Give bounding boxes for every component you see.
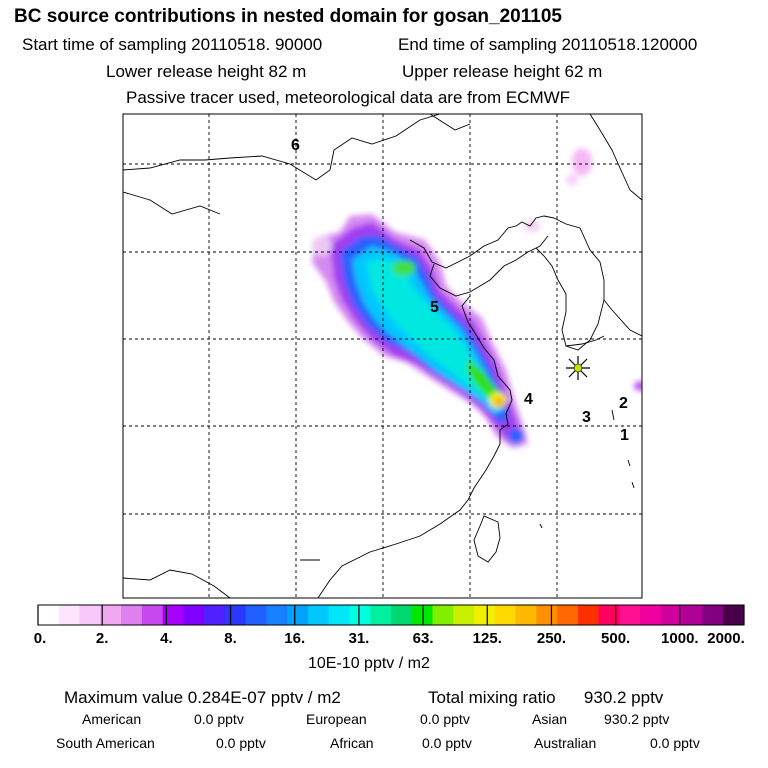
colorbar-swatch — [79, 605, 101, 625]
total-mixing-ratio-label: Total mixing ratio — [428, 688, 556, 707]
source-asian-name: Asian — [532, 711, 568, 727]
colorbar-swatch — [640, 605, 662, 625]
region-label-2: 2 — [619, 395, 628, 412]
plume-west-blob — [312, 236, 332, 256]
source-south-american-value: 0.0 pptv — [216, 735, 266, 751]
source-south-american-name: South American — [56, 735, 155, 751]
colorbar-tick-label: 8. — [224, 630, 237, 647]
plume-ne-blob2 — [566, 174, 578, 186]
colorbar-swatch — [577, 605, 600, 625]
start-time-label: Start time of sampling 20110518. 90000 — [22, 35, 323, 54]
colorbar-tick-label: 250. — [536, 630, 567, 647]
colorbar-tick-label: 1000. — [661, 630, 699, 647]
end-time-label: End time of sampling 20110518.120000 — [398, 35, 698, 54]
colorbar-swatch — [100, 605, 122, 625]
colorbar-swatch — [598, 605, 620, 625]
lower-release-height: Lower release height 82 m — [106, 62, 307, 81]
receptor-star-icon — [566, 356, 590, 380]
colorbar-swatch — [723, 605, 745, 625]
colorbar-swatch — [204, 605, 226, 625]
source-asian-value: 930.2 pptv — [604, 711, 670, 727]
region-label-4: 4 — [524, 391, 533, 408]
plume-ne-blob1 — [572, 148, 592, 176]
colorbar-swatch — [328, 605, 350, 625]
colorbar-swatch — [681, 605, 703, 625]
colorbar-swatch — [370, 605, 392, 625]
colorbar-swatch — [224, 605, 247, 625]
grid-lines — [123, 114, 642, 598]
colorbar — [37, 604, 745, 626]
colorbar-tick-label: 500. — [601, 630, 631, 647]
colorbar-swatch — [245, 605, 267, 625]
colorbar-swatch — [702, 605, 724, 625]
total-mixing-ratio-value: 930.2 pptv — [583, 688, 664, 707]
source-african-value: 0.0 pptv — [422, 735, 472, 751]
colorbar-swatch — [536, 605, 558, 625]
colorbar-swatch — [557, 605, 579, 625]
region-label-1: 1 — [620, 427, 629, 444]
region-label-6: 6 — [291, 137, 300, 154]
source-american-name: American — [82, 711, 142, 727]
colorbar-swatch — [307, 605, 330, 625]
plume-teal — [366, 258, 492, 398]
source-australian-name: Australian — [534, 735, 597, 751]
colorbar-tick-label: 2. — [95, 630, 109, 647]
coastlines — [123, 114, 642, 598]
region-label-5: 5 — [430, 299, 439, 316]
colorbar-tick-label: 31. — [348, 630, 370, 647]
colorbar-swatch — [515, 605, 537, 625]
colorbar-tick-label: 4. — [160, 630, 173, 647]
region-label-3: 3 — [582, 409, 591, 426]
colorbar-swatch — [619, 605, 641, 625]
colorbar-swatch — [474, 605, 496, 625]
colorbar-swatch — [38, 605, 60, 625]
colorbar-tick-label: 0. — [33, 630, 47, 647]
source-american-value: 0.0 pptv — [194, 711, 244, 727]
colorbar-tick-label: 125. — [472, 630, 502, 647]
colorbar-swatch — [183, 605, 205, 625]
colorbar-frame — [37, 604, 745, 626]
plume-east-blob — [634, 381, 642, 391]
colorbar-swatch — [391, 605, 413, 625]
plume-orange — [495, 398, 503, 406]
colorbar-swatch — [349, 605, 371, 625]
maximum-value-label: Maximum value 0.284E-07 pptv / m2 — [64, 688, 341, 707]
colorbar-swatch — [660, 605, 683, 625]
colorbar-swatch — [494, 605, 516, 625]
chart-title: BC source contributions in nested domain… — [14, 6, 562, 27]
colorbar-swatch — [287, 605, 309, 625]
colorbar-swatch — [453, 605, 475, 625]
plume-north-blob — [524, 220, 540, 232]
plume-se-blob — [508, 428, 524, 444]
colorbar-tick-label: 63. — [412, 630, 434, 647]
source-european-value: 0.0 pptv — [420, 711, 470, 727]
colorbar-unit: 10E-10 pptv / m2 — [308, 655, 430, 672]
colorbar-swatch — [432, 605, 454, 625]
colorbar-swatch — [121, 605, 143, 625]
upper-release-height: Upper release height 62 m — [402, 62, 603, 81]
plume — [312, 148, 642, 448]
colorbar-swatch — [266, 605, 288, 625]
colorbar-tick-label: 2000. — [707, 630, 745, 647]
colorbar-swatch — [162, 605, 184, 625]
total-mixing-ratio: Total mixing ratio 930.2 pptv — [428, 688, 663, 708]
source-australian-value: 0.0 pptv — [650, 735, 700, 751]
plot-frame — [122, 113, 643, 599]
plume-green-spot — [392, 260, 416, 276]
colorbar-swatch — [58, 605, 80, 625]
colorbar-tick-label: 16. — [284, 630, 306, 647]
source-african-name: African — [330, 735, 374, 751]
colorbar-swatch — [141, 605, 163, 625]
info-label: Passive tracer used, meteorological data… — [126, 88, 571, 107]
colorbar-swatch — [411, 605, 433, 625]
source-european-name: European — [306, 711, 367, 727]
